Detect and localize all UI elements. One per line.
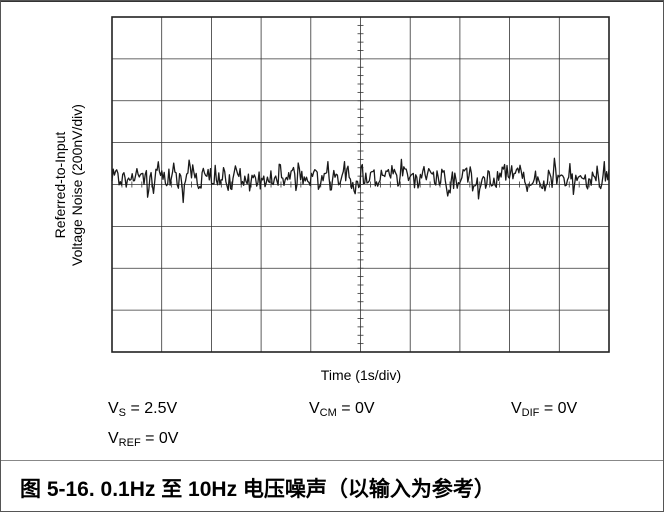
condition-vs-value: = 2.5V (126, 400, 178, 417)
x-axis-label: Time (1s/div) (320, 367, 402, 383)
condition-vs: VS = 2.5V (108, 400, 177, 419)
condition-vdif-value: = 0V (539, 400, 578, 417)
condition-vref-subscript: REF (118, 437, 141, 449)
condition-vs-symbol: V (108, 400, 119, 417)
noise-chart (111, 16, 610, 353)
figure-caption: 图 5-16. 0.1Hz 至 10Hz 电压噪声（以输入为参考） (20, 478, 495, 501)
condition-vdif-symbol: V (511, 400, 522, 417)
condition-vdif-subscript: DIF (521, 407, 540, 419)
top-rule (0, 0, 664, 2)
condition-vdif: VDIF = 0V (511, 400, 577, 419)
condition-vref: VREF = 0V (108, 430, 178, 449)
condition-vcm-symbol: V (309, 400, 320, 417)
condition-vref-symbol: V (108, 430, 119, 447)
condition-vcm-subscript: CM (319, 407, 337, 419)
noise-trace (111, 157, 610, 204)
condition-vcm: VCM = 0V (309, 400, 375, 419)
condition-vs-subscript: S (118, 407, 127, 419)
center-axis-ticks (111, 16, 610, 353)
condition-vref-value: = 0V (140, 430, 179, 447)
caption-divider (0, 460, 664, 461)
condition-vcm-value: = 0V (336, 400, 375, 417)
plot-area-border (111, 16, 610, 353)
